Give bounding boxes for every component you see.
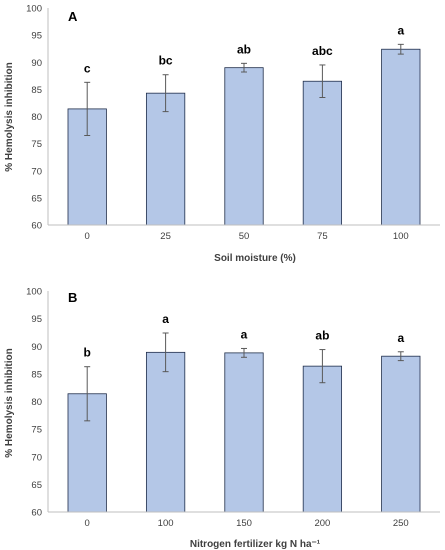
x-tick-label: 0: [85, 231, 90, 242]
bar: [381, 355, 421, 513]
x-tick-label: 75: [317, 231, 328, 242]
significance-label: ab: [237, 42, 251, 56]
significance-label: b: [84, 346, 91, 360]
x-axis-title: Nitrogen fertilizer kg N ha⁻¹: [190, 539, 321, 550]
y-tick-label: 70: [31, 452, 42, 463]
x-tick-label: 150: [236, 518, 252, 529]
bar: [145, 92, 186, 226]
significance-label: c: [84, 61, 91, 75]
y-axis-title: % Hemolysis inhibition: [4, 62, 15, 171]
significance-label: abc: [312, 44, 333, 58]
bar: [302, 80, 343, 226]
bar: [381, 48, 421, 226]
y-tick-label: 95: [31, 31, 42, 42]
x-tick-label: 100: [158, 518, 174, 529]
y-tick-label: 100: [26, 287, 42, 298]
panel-label: B: [68, 290, 77, 305]
y-tick-label: 75: [31, 425, 42, 436]
x-tick-label: 0: [85, 518, 90, 529]
x-tick-label: 200: [314, 518, 330, 529]
x-tick-label: 100: [393, 231, 409, 242]
panel-b: B % Hemolysis inhibition Nitrogen fertil…: [4, 287, 440, 550]
y-tick-label: 70: [31, 166, 42, 177]
y-tick-label: 65: [31, 480, 42, 491]
y-tick-label: 75: [31, 139, 42, 150]
bar: [145, 351, 186, 513]
y-tick-label: 95: [31, 314, 42, 325]
significance-label: a: [397, 23, 404, 37]
significance-label: a: [162, 312, 169, 326]
x-tick-label: 250: [393, 518, 409, 529]
significance-label: a: [397, 331, 404, 345]
panel-label: A: [68, 9, 78, 24]
y-tick-label: 100: [26, 4, 42, 15]
y-tick-label: 60: [31, 221, 42, 232]
significance-label: a: [241, 327, 248, 341]
bar: [224, 352, 264, 513]
x-tick-label: 25: [160, 231, 171, 242]
panel-a: A % Hemolysis inhibition Soil moisture (…: [4, 4, 440, 264]
y-tick-label: 90: [31, 58, 42, 69]
bar: [302, 365, 343, 513]
x-axis-title: Soil moisture (%): [214, 253, 296, 264]
y-tick-label: 85: [31, 85, 42, 96]
x-tick-label: 50: [239, 231, 250, 242]
y-tick-label: 90: [31, 342, 42, 353]
y-tick-label: 80: [31, 112, 42, 123]
y-tick-label: 60: [31, 508, 42, 519]
significance-label: ab: [315, 329, 329, 343]
y-axis-title: % Hemolysis inhibition: [4, 348, 15, 457]
bar: [224, 67, 264, 226]
y-tick-label: 80: [31, 397, 42, 408]
y-tick-label: 85: [31, 369, 42, 380]
significance-label: bc: [159, 54, 173, 68]
y-tick-label: 65: [31, 193, 42, 204]
